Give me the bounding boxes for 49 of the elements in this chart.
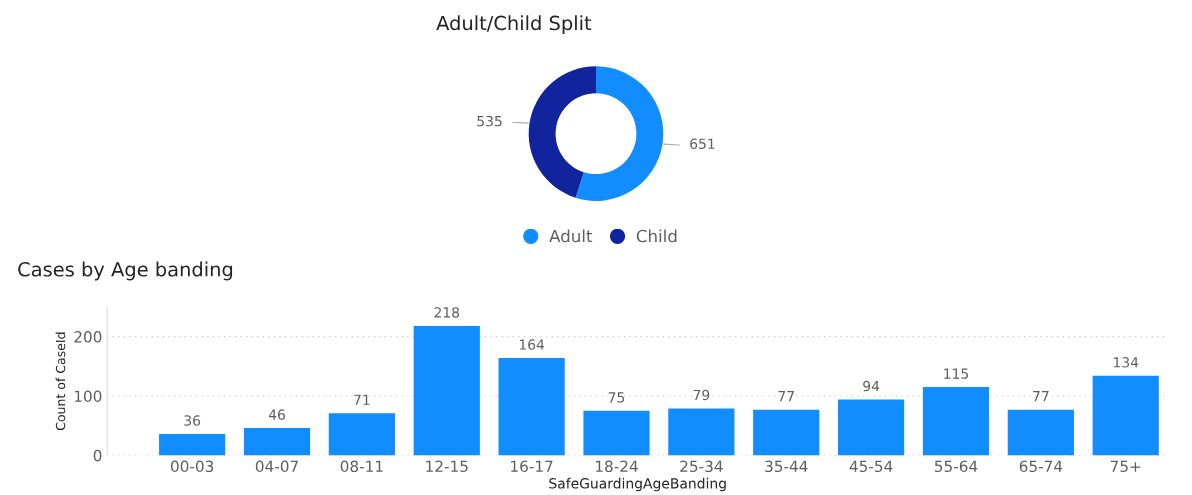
x-tick-label: 75+ bbox=[1110, 460, 1141, 473]
data-label: 218 bbox=[434, 307, 460, 318]
x-tick-label: 18-24 bbox=[595, 460, 638, 473]
bar bbox=[838, 399, 905, 456]
data-label: 79 bbox=[693, 389, 710, 401]
data-label: 36 bbox=[184, 415, 201, 426]
x-tick-label: 00-03 bbox=[170, 460, 214, 473]
legend-label: Adult bbox=[549, 229, 593, 243]
y-axis-title: Count of CaseId bbox=[55, 332, 66, 431]
data-label: 535 bbox=[477, 115, 502, 127]
bar bbox=[159, 434, 226, 456]
y-tick-label: 100 bbox=[74, 390, 102, 403]
bar bbox=[498, 357, 565, 456]
data-label: 71 bbox=[354, 394, 370, 405]
data-label: 115 bbox=[944, 368, 969, 379]
y-tick-label: 0 bbox=[93, 449, 102, 462]
data-label: 46 bbox=[268, 409, 285, 420]
chart-title: Cases by Age banding bbox=[18, 261, 233, 281]
x-tick-label: 12-15 bbox=[426, 460, 468, 473]
x-tick-label: 55-64 bbox=[934, 460, 978, 473]
bar bbox=[1007, 409, 1074, 456]
data-label: 75 bbox=[608, 392, 625, 403]
bar bbox=[1092, 375, 1159, 456]
data-label: 77 bbox=[1033, 391, 1049, 402]
x-tick-label: 45-54 bbox=[849, 460, 893, 473]
y-tick-label: 200 bbox=[74, 331, 102, 343]
data-label: 134 bbox=[1114, 357, 1139, 368]
bar bbox=[583, 410, 650, 456]
donut-slice bbox=[528, 66, 596, 198]
x-tick-label: 65-74 bbox=[1019, 460, 1063, 473]
data-label: 651 bbox=[690, 138, 715, 150]
bar bbox=[922, 387, 990, 456]
x-tick-label: 16-17 bbox=[511, 460, 553, 473]
data-label: 164 bbox=[519, 339, 545, 350]
x-tick-label: 04-07 bbox=[255, 460, 298, 473]
bar bbox=[328, 413, 395, 456]
bar bbox=[413, 325, 480, 456]
legend-label: Child bbox=[636, 229, 677, 243]
bar bbox=[753, 409, 820, 456]
data-label: 94 bbox=[863, 380, 880, 392]
x-axis-title: SafeGuardingAgeBanding bbox=[549, 477, 726, 492]
bar bbox=[668, 408, 735, 456]
chart-title: Adult/Child Split bbox=[436, 15, 592, 35]
x-tick-label: 25-34 bbox=[680, 460, 723, 473]
bar bbox=[243, 428, 311, 456]
x-tick-label: 08-11 bbox=[340, 460, 383, 473]
donut-slice bbox=[575, 66, 664, 201]
data-label: 77 bbox=[778, 391, 794, 402]
x-tick-label: 35-44 bbox=[765, 460, 808, 473]
